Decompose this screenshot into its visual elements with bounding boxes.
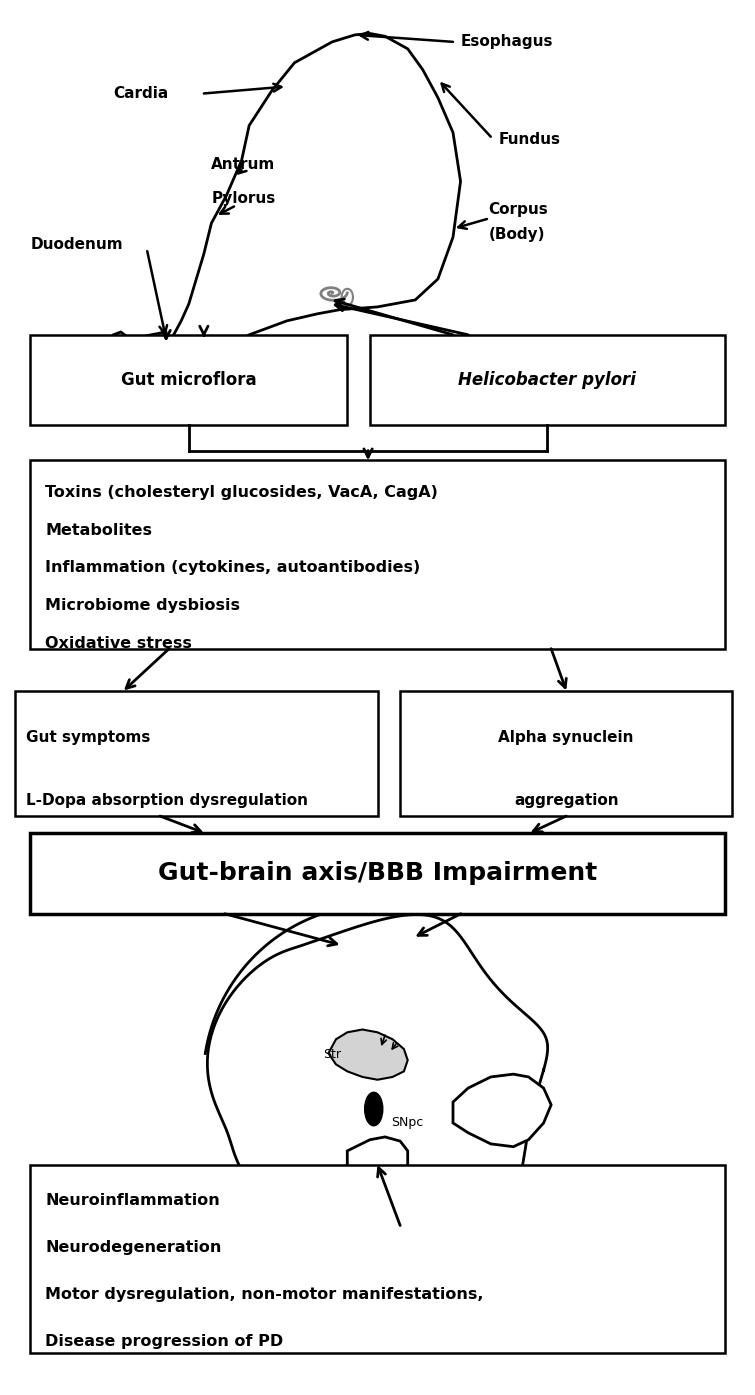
Text: Corpus: Corpus	[488, 202, 548, 216]
Text: Gut symptoms: Gut symptoms	[26, 730, 151, 745]
Text: Neurodegeneration: Neurodegeneration	[45, 1240, 222, 1254]
Text: Helicobacter pylori: Helicobacter pylori	[458, 371, 636, 389]
Text: Alpha synuclein: Alpha synuclein	[498, 730, 634, 745]
Text: Inflammation (cytokines, autoantibodies): Inflammation (cytokines, autoantibodies)	[45, 561, 421, 575]
Text: Pylorus: Pylorus	[211, 191, 276, 205]
Text: (Body): (Body)	[488, 227, 545, 241]
FancyBboxPatch shape	[370, 335, 725, 425]
Text: Esophagus: Esophagus	[461, 35, 553, 49]
Text: Oxidative stress: Oxidative stress	[45, 636, 193, 650]
Text: Fundus: Fundus	[498, 133, 560, 146]
Text: Antrum: Antrum	[211, 158, 276, 172]
Text: Toxins (cholesteryl glucosides, VacA, CagA): Toxins (cholesteryl glucosides, VacA, Ca…	[45, 485, 438, 499]
FancyBboxPatch shape	[400, 691, 732, 816]
Text: Neuroinflammation: Neuroinflammation	[45, 1193, 220, 1208]
Text: Gut microflora: Gut microflora	[121, 371, 257, 389]
Text: Motor dysregulation, non-motor manifestations,: Motor dysregulation, non-motor manifesta…	[45, 1286, 484, 1302]
Text: L-Dopa absorption dysregulation: L-Dopa absorption dysregulation	[26, 792, 309, 808]
Text: Disease progression of PD: Disease progression of PD	[45, 1334, 284, 1349]
Text: Gut-brain axis/BBB Impairment: Gut-brain axis/BBB Impairment	[158, 861, 597, 886]
Text: SNpc: SNpc	[391, 1116, 424, 1130]
PathPatch shape	[347, 1137, 408, 1193]
PathPatch shape	[98, 33, 461, 377]
Text: Microbiome dysbiosis: Microbiome dysbiosis	[45, 598, 240, 612]
Text: Str: Str	[323, 1048, 341, 1062]
Text: aggregation: aggregation	[514, 792, 618, 808]
FancyBboxPatch shape	[30, 335, 347, 425]
PathPatch shape	[453, 1074, 551, 1147]
Text: Metabolites: Metabolites	[45, 523, 153, 537]
FancyBboxPatch shape	[15, 691, 378, 816]
FancyBboxPatch shape	[30, 460, 725, 649]
Text: Cardia: Cardia	[113, 86, 168, 100]
Text: Duodenum: Duodenum	[30, 237, 123, 251]
Circle shape	[365, 1092, 383, 1126]
PathPatch shape	[328, 1030, 408, 1080]
FancyBboxPatch shape	[30, 833, 725, 914]
FancyBboxPatch shape	[30, 1165, 725, 1353]
